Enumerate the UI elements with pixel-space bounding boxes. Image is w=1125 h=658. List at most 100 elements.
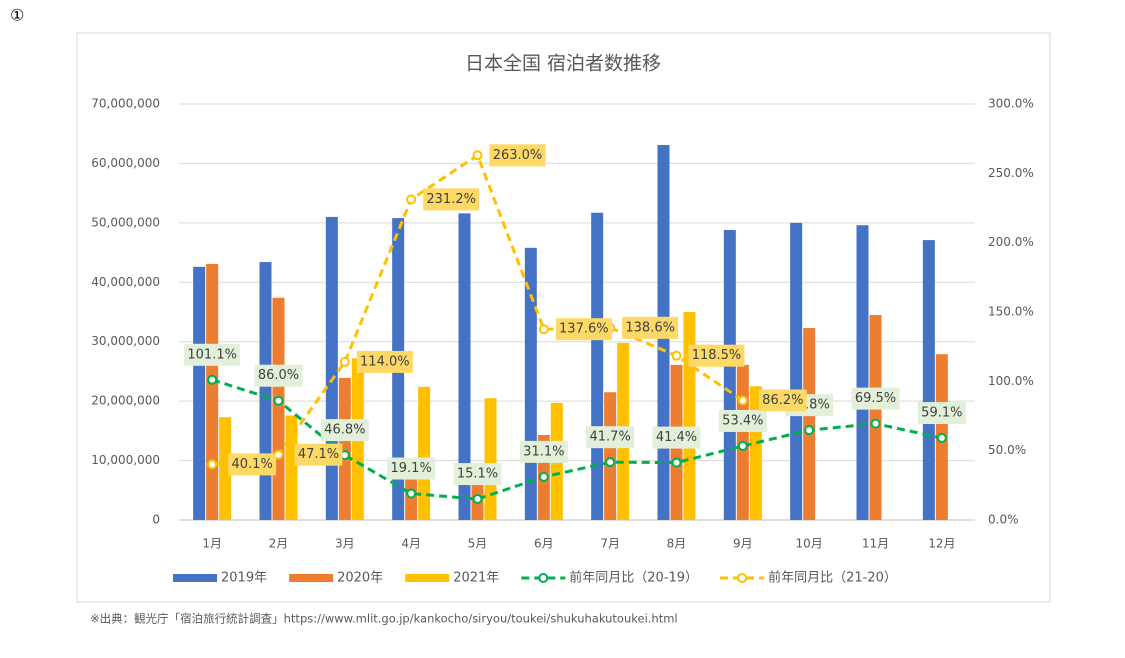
y-tick-label: 70,000,000 [91,97,160,111]
x-tick-label: 7月 [600,537,620,551]
y2-tick-label: 300.0% [988,97,1034,111]
bar [803,328,816,520]
y2-tick-label: 200.0% [988,235,1034,249]
data-label-bg [453,463,502,486]
x-tick-label: 5月 [468,537,488,551]
y-tick-label: 50,000,000 [91,215,160,229]
data-label: 137.6% [559,322,609,337]
line [211,378,943,501]
bar [869,314,882,520]
bar [338,377,351,520]
x-tick-label: 6月 [534,537,554,551]
bar [790,222,803,520]
line-marker [538,471,549,482]
data-label-bg [254,364,303,387]
bar [591,212,604,521]
legend-swatch [405,574,450,582]
legend-marker [538,573,549,583]
y2-tick-label: 50.0% [988,443,1026,457]
data-label-bg [519,440,568,463]
line-marker [936,433,947,444]
page-marker: ① [10,6,24,25]
legend-marker [737,573,748,583]
footer: ※出典：観光庁「宿泊旅行統計調査」https://www.mlit.go.jp/… [90,612,678,626]
data-label-bg [718,409,767,432]
line-marker [605,457,616,468]
legend-label: 前年同月比（21-20） [768,570,897,586]
data-label: 231.2% [426,192,476,207]
x-tick-label: 1月 [202,537,222,551]
line-marker [737,395,748,406]
data-label: 138.6% [625,320,675,335]
bar [683,312,696,520]
data-label: 59.1% [921,406,962,421]
chart-frame [76,32,1051,603]
line-marker [804,425,815,436]
data-label-bg [758,389,807,412]
line-marker [273,395,284,406]
data-label: 47.1% [298,447,339,462]
y2-tick-label: 150.0% [988,305,1034,319]
data-label-bg [228,453,277,476]
data-label: 53.4% [722,413,763,428]
data-label: 15.1% [457,467,498,482]
data-label: 86.0% [258,368,299,383]
bar [922,240,935,520]
data-label-bg [294,443,343,466]
bar [484,398,497,520]
x-tick-label: 8月 [667,537,687,551]
data-label: 31.1% [523,444,564,459]
legend-label: 2021年 [453,571,499,586]
line-marker [207,374,218,385]
data-label-bg [320,419,369,442]
line-marker [737,440,748,451]
bar [219,417,232,520]
bar [325,216,338,520]
data-label: 41.7% [590,430,631,445]
legend-label: 前年同月比（20-19） [569,570,698,586]
x-tick-label: 9月 [733,537,753,551]
data-label-bg [423,188,480,211]
data-label: 19.1% [391,461,432,476]
data-label: 46.8% [324,423,365,438]
bar [604,392,617,520]
y2-tick-label: 100.0% [988,374,1034,388]
data-label-bg [652,426,701,449]
data-label: 69.5% [855,391,896,406]
x-tick-label: 4月 [401,537,421,551]
legend-swatch [173,574,217,582]
x-tick-label: 3月 [335,537,355,551]
y-tick-label: 10,000,000 [91,453,160,467]
bar [206,263,219,520]
data-label-bg [851,387,900,410]
data-label: 40.1% [232,457,273,472]
line-marker [472,150,483,161]
y-tick-label: 60,000,000 [91,156,160,170]
y-tick-label: 0 [152,513,160,527]
data-label-bg [184,343,241,366]
data-label: 86.2% [762,393,803,408]
data-label-bg [688,344,745,367]
bar [856,225,869,520]
legend-label: 2019年 [221,571,267,586]
line-marker [472,494,483,505]
data-label-bg [489,144,546,167]
y2-tick-label: 0.0% [988,513,1019,527]
data-label-bg [917,402,966,425]
data-label: 114.0% [360,354,410,369]
bar [458,213,471,520]
bar [259,262,272,520]
data-label-bg [387,457,436,480]
bar [272,297,285,520]
x-tick-label: 12月 [928,537,955,551]
data-label: 41.4% [656,430,697,445]
data-label-bg [586,426,635,449]
data-label: 263.0% [493,148,543,163]
y-tick-label: 30,000,000 [91,334,160,348]
line-marker [339,356,350,367]
line-marker [207,459,218,470]
data-label-bg [555,318,612,341]
legend-label: 2020年 [337,571,383,586]
